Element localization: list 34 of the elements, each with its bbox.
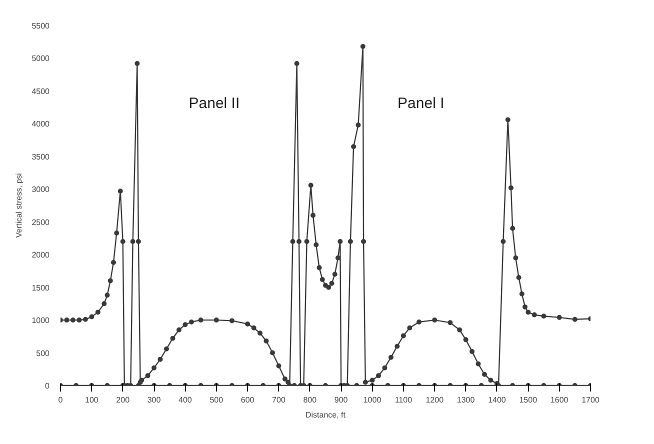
- x-tick-label: 1500: [519, 396, 538, 404]
- x-tick-label: 100: [85, 396, 99, 404]
- x-axis-title: Distance, ft: [305, 410, 346, 420]
- x-tick-label: 300: [147, 396, 162, 404]
- annotation: Panel II: [188, 94, 240, 112]
- x-tick-label: 1100: [394, 396, 413, 404]
- x-tick-label: 900: [334, 396, 348, 404]
- x-tick-label: 1700: [582, 396, 600, 404]
- y-tick-label: 1500: [32, 283, 50, 292]
- y-tick-label: 2000: [32, 250, 50, 260]
- x-tick-label: 0: [58, 396, 64, 404]
- y-tick-label: 2500: [32, 218, 50, 227]
- annotation: Panel I: [398, 94, 444, 112]
- x-tick-label: 200: [116, 396, 130, 404]
- y-tick-label: 3000: [32, 185, 50, 194]
- x-tick-label: 1600: [550, 396, 569, 404]
- x-tick-label: 700: [272, 396, 286, 404]
- y-tick-label: 3500: [32, 152, 50, 162]
- y-tick-label: 5000: [32, 54, 50, 64]
- y-axis-title: Vertical stress, psi: [14, 173, 24, 238]
- x-tick-label: 1200: [426, 396, 444, 404]
- y-tick-label: 4500: [32, 86, 50, 96]
- x-tick-label: 1000: [363, 396, 382, 404]
- x-tick-label: 500: [210, 396, 224, 404]
- y-tick-label: 1000: [32, 316, 50, 326]
- y-tick-label: 500: [36, 348, 50, 358]
- x-tick-label: 600: [240, 396, 255, 404]
- x-tick-label: 400: [178, 396, 192, 404]
- y-tick-label: 4000: [32, 120, 50, 129]
- x-tick-label: 1300: [456, 396, 476, 404]
- x-tick-label: 800: [303, 396, 318, 404]
- x-tick-label: 1400: [488, 396, 506, 404]
- y-tick-label: 0: [45, 382, 50, 390]
- y-tick-label: 5500: [32, 22, 50, 30]
